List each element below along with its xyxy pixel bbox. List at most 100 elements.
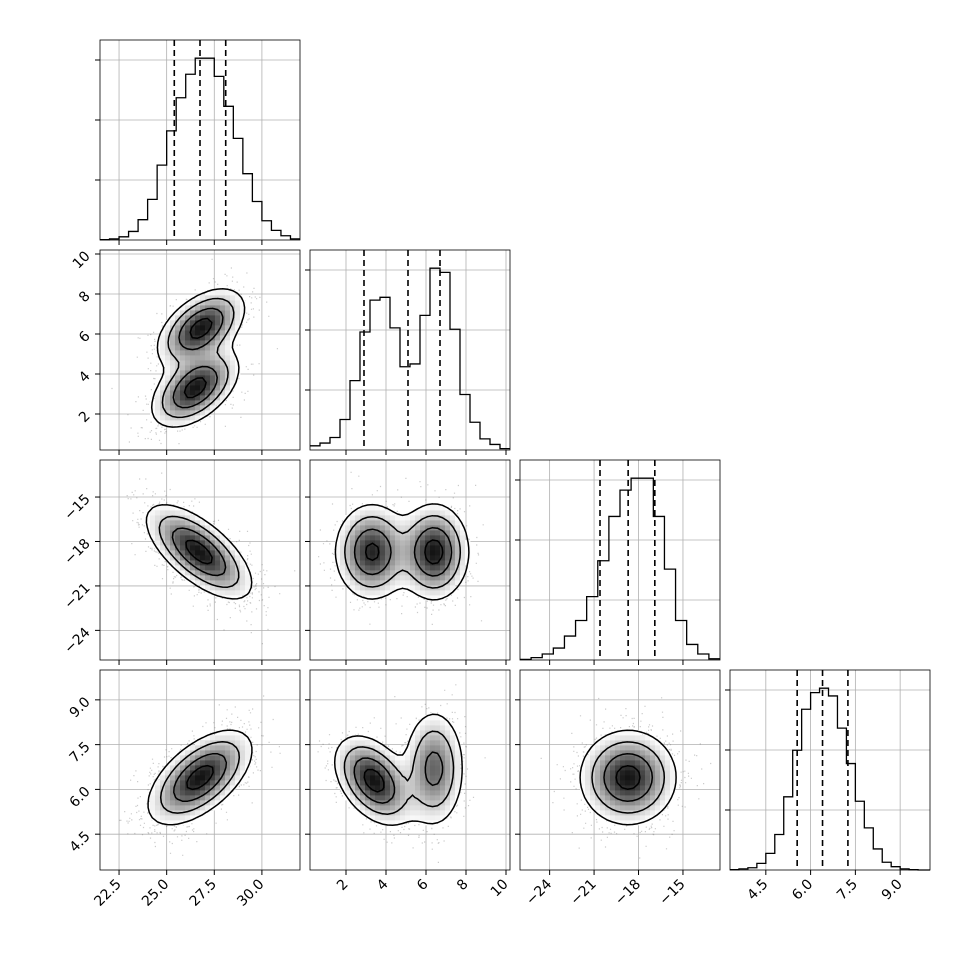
density-cell: [195, 295, 201, 301]
density-cell: [415, 755, 421, 761]
density-cell: [350, 550, 356, 556]
density-cell: [205, 780, 211, 786]
density-cell: [175, 360, 181, 366]
density-cell: [225, 390, 231, 396]
density-cell: [190, 350, 196, 356]
density-cell: [395, 575, 401, 581]
density-cell: [580, 765, 586, 771]
density-cell: [390, 525, 396, 531]
density-cell: [445, 730, 451, 736]
density-cell: [370, 535, 376, 541]
density-cell: [190, 795, 196, 801]
density-cell: [235, 310, 241, 316]
density-cell: [180, 815, 186, 821]
density-cell: [465, 545, 471, 551]
density-cell: [600, 780, 606, 786]
density-cell: [590, 805, 596, 811]
density-cell: [595, 790, 601, 796]
density-cell: [210, 345, 216, 351]
density-cell: [195, 535, 201, 541]
density-cell: [190, 575, 196, 581]
density-cell: [155, 515, 161, 521]
density-cell: [610, 800, 616, 806]
density-cell: [180, 370, 186, 376]
density-cell: [170, 385, 176, 391]
density-cell: [215, 325, 221, 331]
density-cell: [200, 790, 206, 796]
density-cell: [185, 365, 191, 371]
density-cell: [170, 405, 176, 411]
density-cell: [450, 795, 456, 801]
density-cell: [370, 575, 376, 581]
density-cell: [630, 730, 636, 736]
density-cell: [410, 815, 416, 821]
density-cell: [225, 300, 231, 306]
density-cell: [175, 390, 181, 396]
density-cell: [440, 755, 446, 761]
density-cell: [615, 795, 621, 801]
density-cell: [220, 795, 226, 801]
density-cell: [200, 755, 206, 761]
x-tick-label: −21: [568, 876, 600, 908]
density-cell: [450, 520, 456, 526]
density-cell: [620, 790, 626, 796]
density-cell: [435, 565, 441, 571]
density-cell: [165, 375, 171, 381]
density-cell: [220, 300, 226, 306]
density-cell: [435, 580, 441, 586]
density-cell: [665, 770, 671, 776]
density-cell: [445, 805, 451, 811]
density-cell: [390, 535, 396, 541]
density-cell: [190, 515, 196, 521]
density-cell: [155, 405, 161, 411]
density-cell: [445, 755, 451, 761]
density-cell: [450, 730, 456, 736]
density-cell: [205, 540, 211, 546]
scatter-panel-2-3: [515, 669, 721, 875]
density-cell: [425, 775, 431, 781]
density-cell: [225, 335, 231, 341]
density-cell: [220, 385, 226, 391]
density-cell: [390, 515, 396, 521]
density-cell: [390, 755, 396, 761]
density-cell: [170, 805, 176, 811]
density-cell: [655, 785, 661, 791]
density-cell: [655, 770, 661, 776]
density-cell: [420, 515, 426, 521]
density-cell: [160, 505, 166, 511]
density-cell: [395, 765, 401, 771]
density-cell: [640, 815, 646, 821]
density-cell: [445, 750, 451, 756]
density-cell: [175, 400, 181, 406]
density-cell: [665, 790, 671, 796]
density-cell: [225, 785, 231, 791]
density-cell: [425, 555, 431, 561]
density-cell: [210, 760, 216, 766]
density-cell: [355, 770, 361, 776]
density-cell: [400, 755, 406, 761]
density-cell: [385, 780, 391, 786]
density-cell: [185, 370, 191, 376]
density-cell: [625, 785, 631, 791]
density-cell: [415, 740, 421, 746]
density-cell: [155, 535, 161, 541]
density-cell: [165, 505, 171, 511]
density-cell: [340, 575, 346, 581]
density-cell: [395, 535, 401, 541]
density-cell: [440, 560, 446, 566]
density-cell: [380, 820, 386, 826]
density-cell: [670, 775, 676, 781]
density-cell: [220, 350, 226, 356]
density-cell: [350, 735, 356, 741]
density-cell: [145, 515, 151, 521]
density-cell: [625, 735, 631, 741]
density-cell: [360, 515, 366, 521]
density-cell: [355, 530, 361, 536]
density-cell: [225, 580, 231, 586]
density-cell: [450, 555, 456, 561]
density-cell: [435, 570, 441, 576]
density-cell: [220, 365, 226, 371]
density-cell: [625, 770, 631, 776]
density-cell: [205, 350, 211, 356]
